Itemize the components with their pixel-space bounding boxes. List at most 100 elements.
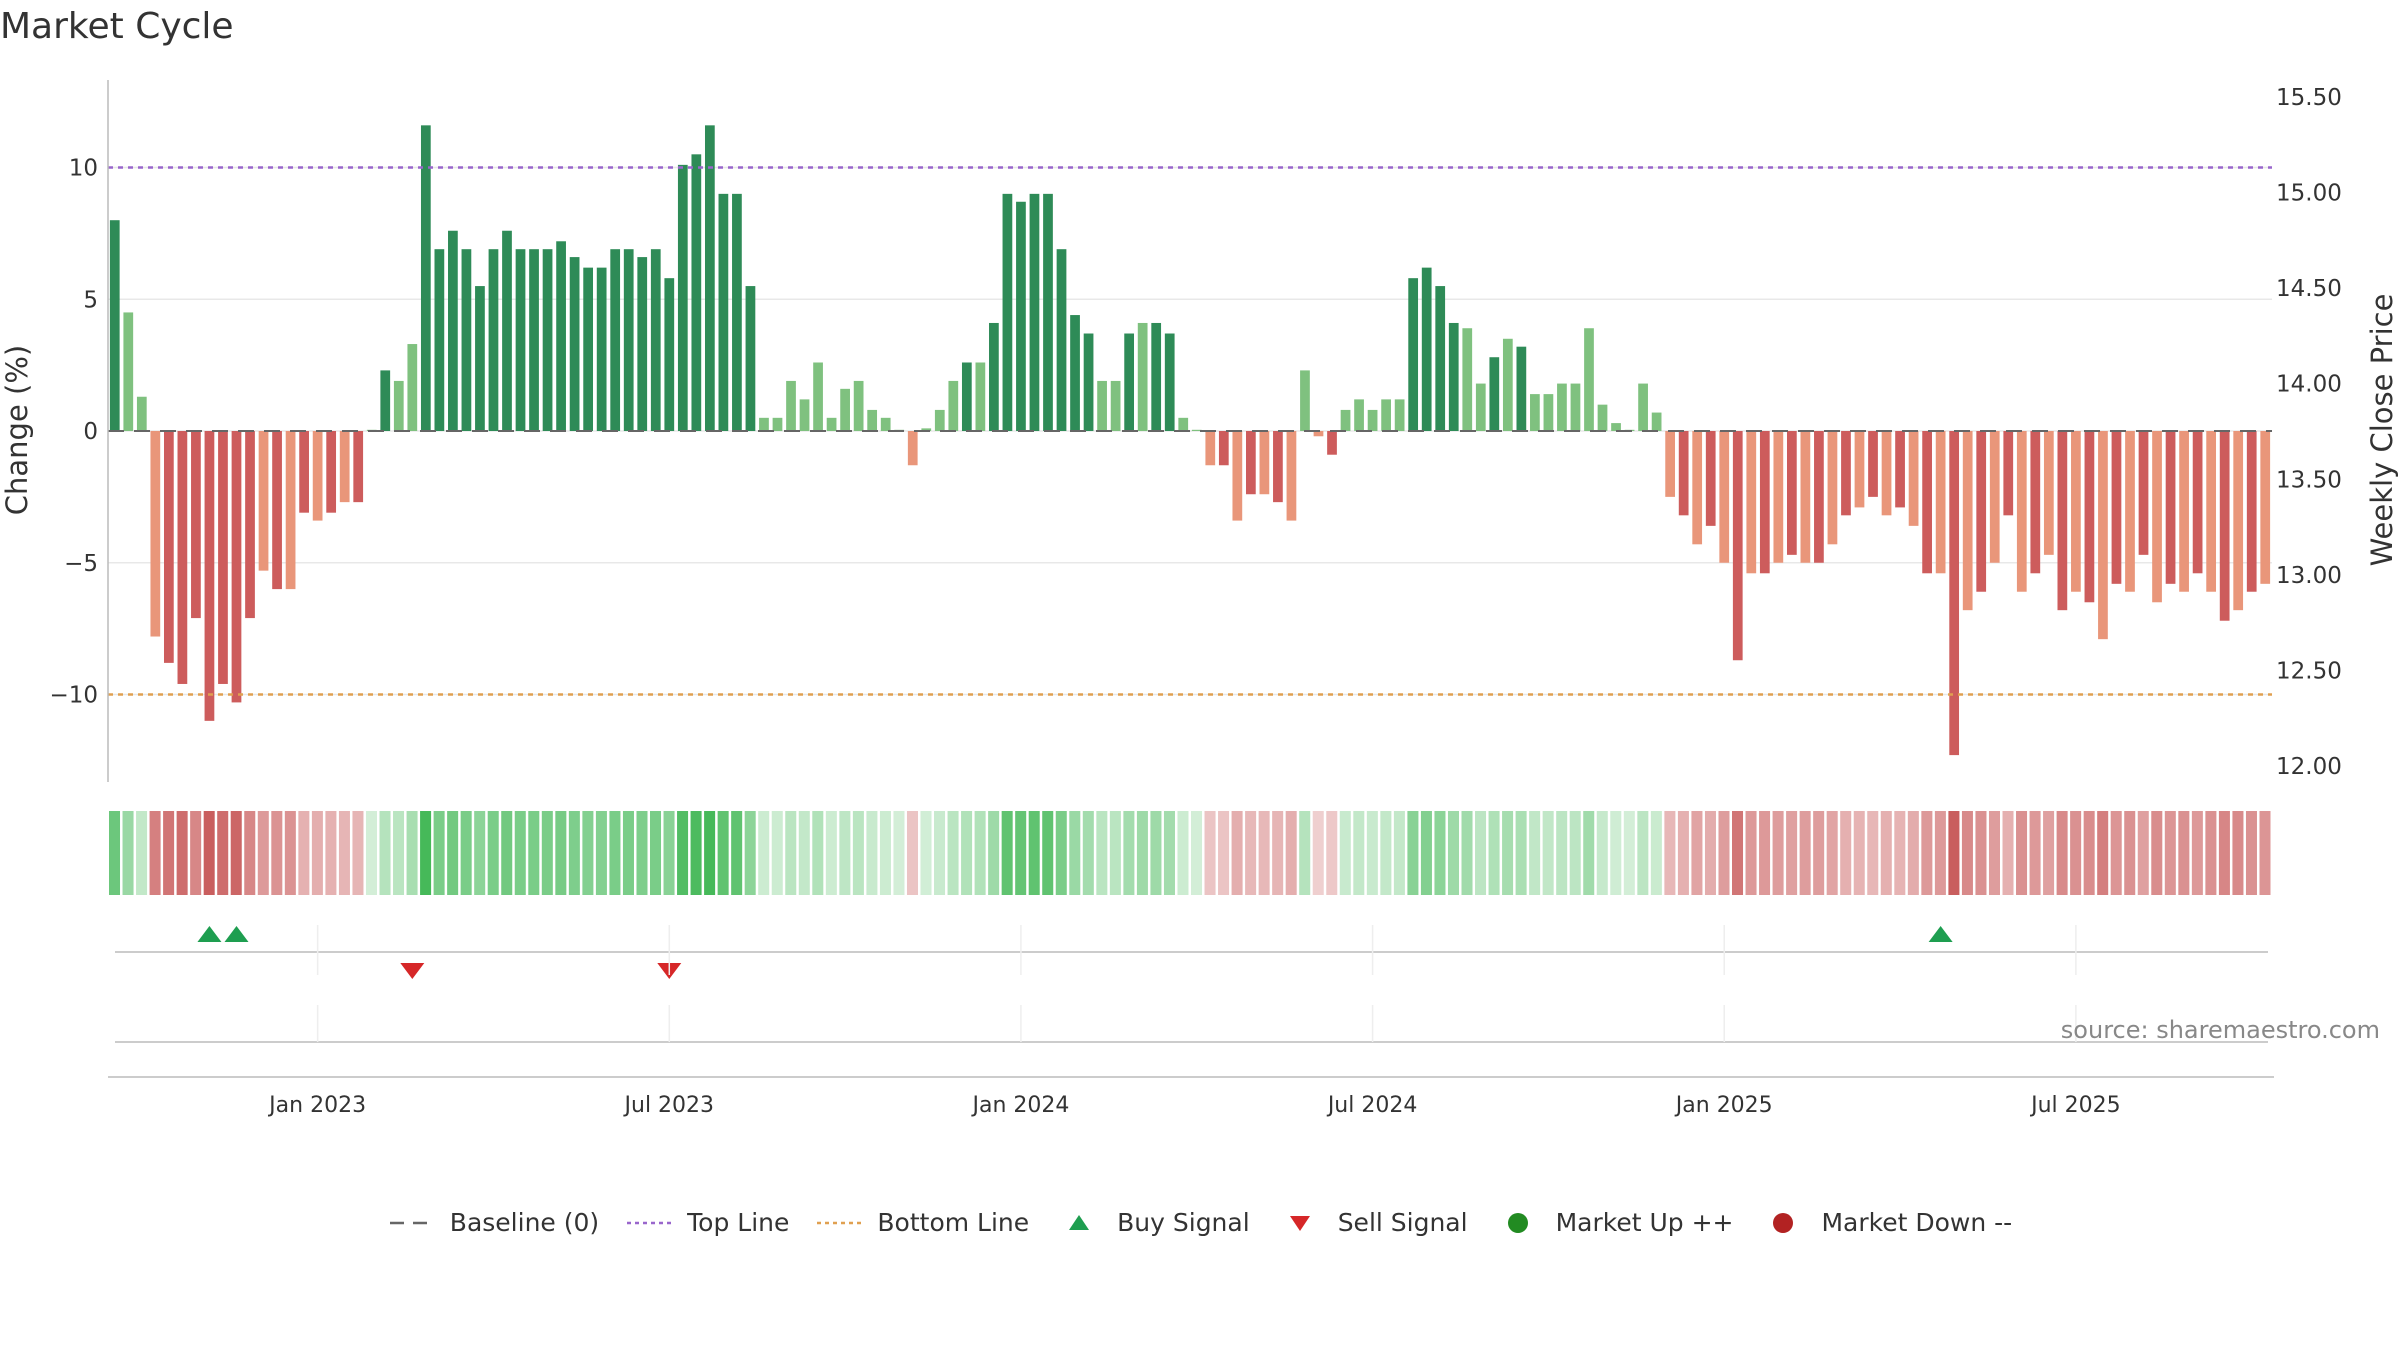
bar <box>1827 431 1838 545</box>
bar <box>1178 417 1189 431</box>
bar <box>2260 431 2271 584</box>
bar <box>772 417 783 431</box>
heat-cell <box>1163 811 1175 895</box>
legend-item: Bottom Line <box>815 1208 1029 1237</box>
bar <box>1746 431 1757 574</box>
source-credit: source: sharemaestro.com <box>2060 1016 2380 1044</box>
heat-cell <box>1109 811 1121 895</box>
bar <box>1922 431 1932 574</box>
heat-cell <box>2070 811 2082 895</box>
heat-cell <box>420 811 432 895</box>
y2-tick-label: 12.00 <box>2276 754 2342 780</box>
y2-tick-label: 15.50 <box>2276 85 2342 111</box>
heat-cell <box>663 811 675 895</box>
bar <box>1489 357 1500 431</box>
bar <box>907 431 918 466</box>
bar <box>326 431 337 513</box>
heat-cell <box>325 811 337 895</box>
legend-item: Baseline (0) <box>388 1208 599 1237</box>
heat-cell <box>879 811 891 895</box>
heat-cell <box>609 811 621 895</box>
heat-cell <box>771 811 783 895</box>
heat-cell <box>1082 811 1094 895</box>
heat-cell <box>1759 811 1771 895</box>
heat-cell <box>1948 811 1960 895</box>
heat-cell <box>501 811 513 895</box>
bar <box>1218 431 1229 466</box>
heat-cell <box>2016 811 2028 895</box>
heat-cell <box>825 811 837 895</box>
heat-cell <box>1569 811 1581 895</box>
heat-cell <box>2259 811 2271 895</box>
bar <box>1164 333 1175 431</box>
bar <box>826 417 837 431</box>
heat-cell <box>541 811 553 895</box>
heat-cell <box>690 811 702 895</box>
bar <box>1935 431 1946 574</box>
heat-cell <box>176 811 188 895</box>
heat-cell <box>109 811 121 895</box>
heat-cell <box>1001 811 1013 895</box>
bar <box>1191 429 1202 431</box>
bar <box>1786 431 1797 555</box>
triangle-up-icon <box>1069 1214 1090 1230</box>
bar <box>1976 431 1987 592</box>
bar <box>799 399 810 431</box>
heat-cell <box>2205 811 2217 895</box>
bar <box>975 362 986 431</box>
heat-cell <box>460 811 472 895</box>
bar <box>921 428 932 431</box>
bar <box>475 286 485 431</box>
bar <box>515 249 526 431</box>
bar <box>556 241 566 431</box>
bar <box>1124 333 1135 431</box>
signal-panel <box>115 926 2268 979</box>
heat-cell <box>1596 811 1608 895</box>
heat-cell <box>1312 811 1324 895</box>
heat-cell <box>704 811 716 895</box>
heat-cell <box>1786 811 1798 895</box>
heat-cell <box>1583 811 1595 895</box>
bar <box>1367 409 1378 431</box>
bar <box>1611 423 1621 431</box>
heat-cell <box>1299 811 1311 895</box>
buy-signal-marker <box>224 926 249 942</box>
bar <box>1557 383 1567 431</box>
bar <box>163 431 174 663</box>
bar <box>1732 431 1743 661</box>
reference-lines <box>108 166 2272 696</box>
bar <box>1949 431 1960 756</box>
bar <box>2111 431 2122 584</box>
heat-cell <box>447 811 459 895</box>
heat-cell <box>1150 811 1162 895</box>
dash-line-icon <box>389 1221 434 1224</box>
bar <box>1800 431 1811 563</box>
lower-panel <box>108 1041 2274 1078</box>
y-axis-title: Change (%) <box>0 345 34 515</box>
bar <box>1895 431 1905 508</box>
bar <box>231 431 242 703</box>
x-tick-label: Jan 2023 <box>267 1093 366 1118</box>
bar <box>718 193 729 431</box>
bar <box>1394 399 1405 431</box>
bar <box>664 278 675 431</box>
heat-cell <box>1015 811 1027 895</box>
bar <box>745 286 756 431</box>
heat-cell <box>2029 811 2041 895</box>
legend-item: Top Line <box>625 1208 789 1237</box>
bar <box>1110 380 1121 431</box>
bar <box>1043 193 1053 431</box>
bar <box>1151 322 1162 431</box>
bar <box>177 431 188 684</box>
heat-cell <box>717 811 729 895</box>
heat-cell <box>947 811 959 895</box>
bar <box>2165 431 2176 584</box>
heat-cell <box>1907 811 1919 895</box>
bar <box>1016 201 1026 431</box>
bar <box>1354 399 1364 431</box>
heat-cell <box>1339 811 1351 895</box>
bar <box>1854 431 1865 508</box>
heat-cell <box>568 811 580 895</box>
bar <box>1570 383 1581 431</box>
bar <box>813 362 823 431</box>
